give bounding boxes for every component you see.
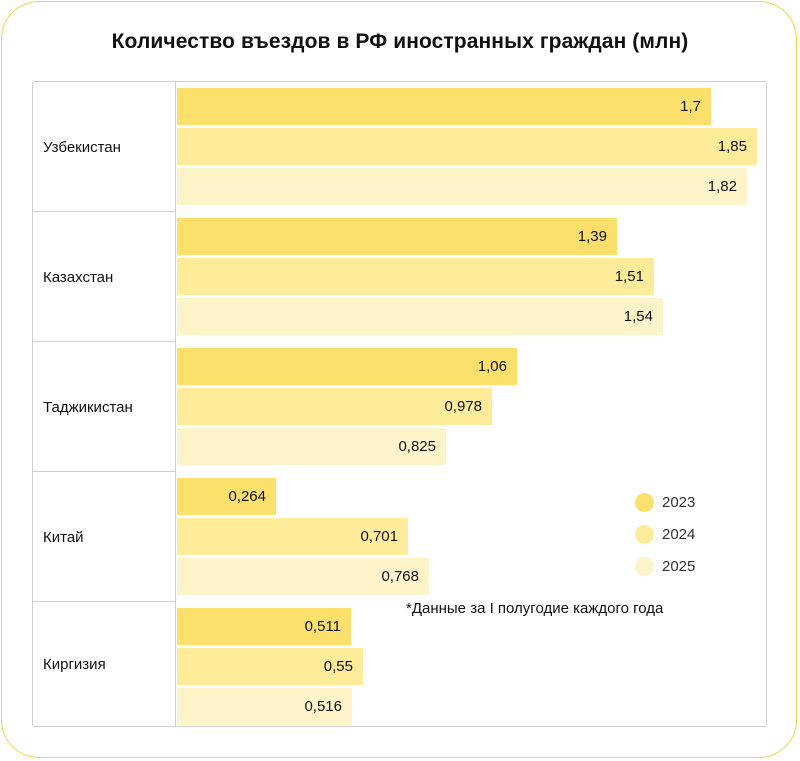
bar-2023: 0,264 bbox=[177, 478, 276, 515]
group-divider bbox=[33, 211, 176, 212]
category-label: Узбекистан bbox=[33, 82, 176, 212]
legend-label: 2024 bbox=[662, 525, 696, 543]
chart-panel: Узбекистан 1,7 1,85 1,82 Казахстан 1,39 1,51 1,… bbox=[32, 81, 767, 727]
legend-dot-icon bbox=[635, 524, 654, 544]
bar-2023: 0,511 bbox=[177, 608, 351, 645]
bar-2025: 0,516 bbox=[177, 688, 352, 725]
bar-2025: 1,82 bbox=[177, 168, 747, 205]
bar-2024: 0,978 bbox=[177, 388, 492, 425]
bar-2023: 1,39 bbox=[177, 218, 617, 255]
legend-item-2025: 2025 bbox=[635, 550, 695, 582]
group-divider bbox=[33, 601, 176, 602]
bar-2025: 0,825 bbox=[177, 428, 446, 465]
bar-2024: 0,55 bbox=[177, 648, 363, 685]
chart-title: Количество въездов в РФ иностранных граж… bbox=[111, 30, 689, 53]
bar-group: Таджикистан 1,06 0,978 0,825 bbox=[33, 342, 766, 472]
bar-group: Казахстан 1,39 1,51 1,54 bbox=[33, 212, 766, 342]
legend-label: 2023 bbox=[662, 493, 696, 511]
legend-label: 2025 bbox=[662, 557, 696, 575]
bar-2025: 0,768 bbox=[177, 558, 429, 595]
legend: 2023 2024 2025 bbox=[635, 486, 695, 582]
bar-group: Киргизия 0,511 0,55 0,516 bbox=[33, 602, 766, 727]
bar-2025: 1,54 bbox=[177, 298, 663, 335]
legend-item-2023: 2023 bbox=[635, 486, 695, 518]
bar-group: Китай 0,264 0,701 0,768 bbox=[33, 472, 766, 602]
bar-2023: 1,06 bbox=[177, 348, 517, 385]
bar-2023: 1,7 bbox=[177, 88, 711, 125]
bar-2024: 1,85 bbox=[177, 128, 757, 165]
category-label: Казахстан bbox=[33, 212, 176, 342]
group-divider bbox=[33, 341, 176, 342]
legend-item-2024: 2024 bbox=[635, 518, 695, 550]
bar-group: Узбекистан 1,7 1,85 1,82 bbox=[33, 82, 766, 212]
bar-2024: 0,701 bbox=[177, 518, 408, 555]
legend-dot-icon bbox=[635, 492, 654, 512]
group-divider bbox=[33, 471, 176, 472]
category-label: Китай bbox=[33, 472, 176, 602]
legend-dot-icon bbox=[635, 556, 654, 576]
category-label: Таджикистан bbox=[33, 342, 176, 472]
bar-2024: 1,51 bbox=[177, 258, 654, 295]
footnote: *Данные за I полугодие каждого года bbox=[406, 600, 664, 617]
category-label: Киргизия bbox=[33, 602, 176, 727]
